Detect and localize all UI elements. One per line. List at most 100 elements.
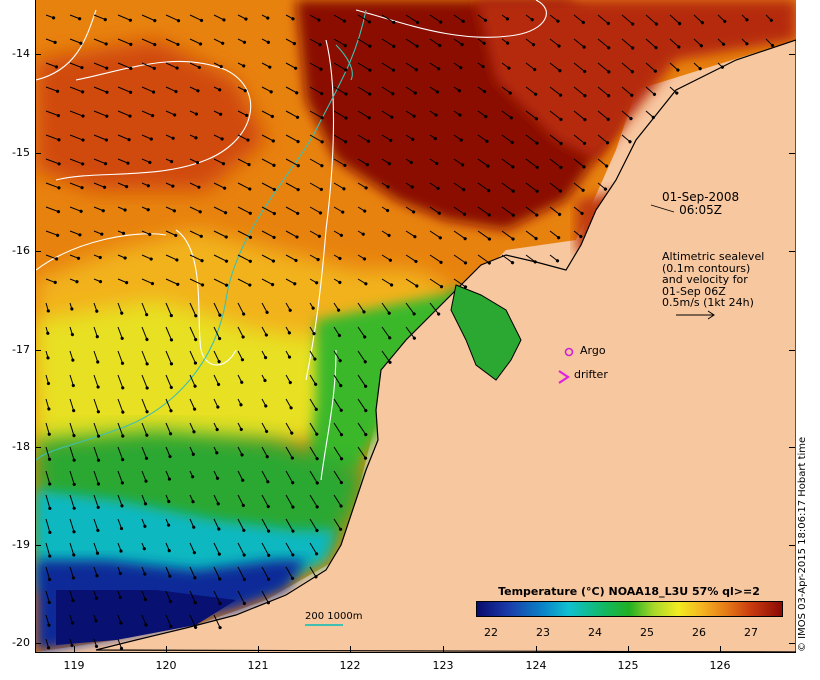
argo-label: Argo — [580, 344, 606, 357]
velocity-arrow — [165, 446, 172, 459]
velocity-arrow — [525, 254, 537, 264]
velocity-arrows — [45, 14, 775, 651]
velocity-arrow — [357, 38, 372, 48]
velocity-arrow — [285, 518, 295, 533]
velocity-arrow — [597, 134, 610, 145]
velocity-arrow — [525, 134, 539, 145]
velocity-arrow — [237, 398, 243, 407]
velocity-arrow — [117, 590, 122, 599]
velocity-arrow — [189, 278, 205, 287]
velocity-arrow — [45, 494, 52, 510]
velocity-arrow — [141, 614, 148, 627]
velocity-arrow — [309, 446, 319, 461]
velocity-arrow — [501, 38, 510, 45]
velocity-arrow — [333, 302, 341, 312]
velocity-arrow — [189, 158, 200, 165]
velocity-arrow — [501, 86, 512, 95]
velocity-arrow — [165, 542, 171, 553]
velocity-arrow — [93, 278, 103, 284]
velocity-arrow — [381, 326, 392, 340]
velocity-arrow — [309, 182, 323, 192]
velocity-arrow — [189, 62, 201, 70]
velocity-arrow — [165, 14, 181, 23]
king-sound-coast — [450, 284, 522, 381]
velocity-arrow — [165, 278, 180, 286]
velocity-arrow — [141, 542, 146, 551]
velocity-arrow — [213, 182, 227, 190]
velocity-arrow — [237, 62, 246, 68]
velocity-arrow — [333, 182, 346, 191]
velocity-arrow — [45, 446, 52, 461]
velocity-arrow — [165, 302, 173, 318]
velocity-arrow — [141, 134, 153, 141]
velocity-arrow — [549, 62, 562, 73]
velocity-arrow — [69, 206, 83, 213]
velocity-arrow — [237, 494, 245, 508]
velocity-arrow — [93, 446, 101, 462]
velocity-arrow — [165, 494, 171, 504]
velocity-arrow — [765, 14, 773, 22]
velocity-arrow — [261, 494, 270, 509]
velocity-arrow — [117, 446, 125, 462]
velocity-arrow — [261, 158, 276, 167]
velocity-arrow — [285, 86, 299, 95]
velocity-arrow — [525, 62, 537, 72]
velocity-arrow — [261, 230, 276, 239]
velocity-arrow — [333, 278, 342, 285]
velocity-arrow — [213, 374, 221, 387]
velocity-arrow — [285, 182, 300, 192]
velocity-arrow — [213, 158, 226, 166]
velocity-arrow — [309, 38, 322, 47]
velocity-arrow — [141, 230, 152, 237]
velocity-arrow — [501, 110, 513, 120]
velocity-arrow — [165, 62, 179, 70]
velocity-arrow — [45, 398, 51, 411]
x-tick-label: 123 — [432, 659, 454, 672]
velocity-arrow — [45, 14, 56, 20]
altimetry-line: 0.5m/s (1kt 24h) — [662, 296, 754, 309]
velocity-arrow — [621, 38, 635, 50]
velocity-arrow — [309, 158, 324, 168]
velocity-arrow — [45, 38, 57, 44]
velocity-arrow — [429, 254, 443, 264]
velocity-arrow — [69, 446, 76, 462]
velocity-arrow — [477, 14, 488, 22]
velocity-arrow — [429, 38, 442, 48]
velocity-arrow — [429, 86, 440, 94]
velocity-arrow — [597, 158, 609, 168]
velocity-arrow — [309, 86, 324, 96]
colorbar-tick: 22 — [484, 626, 498, 639]
velocity-arrow — [405, 254, 418, 264]
velocity-arrow — [381, 14, 396, 24]
velocity-arrow — [357, 110, 371, 120]
velocity-arrow — [69, 14, 82, 21]
velocity-arrow — [261, 62, 272, 69]
velocity-arrow — [69, 302, 74, 311]
velocity-arrow — [189, 206, 202, 214]
velocity-arrow — [453, 86, 461, 93]
velocity-arrow — [117, 494, 124, 508]
velocity-arrow — [429, 134, 437, 141]
velocity-arrow — [117, 398, 125, 414]
velocity-arrow — [45, 278, 57, 285]
velocity-arrow — [165, 470, 172, 481]
x-tick-label: 122 — [339, 659, 361, 672]
velocity-arrow — [357, 446, 368, 460]
temperature-colorbar — [476, 601, 783, 617]
velocity-arrow — [645, 14, 659, 26]
velocity-arrow — [357, 62, 372, 72]
velocity-arrow — [237, 350, 245, 362]
velocity-arrow — [525, 38, 536, 47]
velocity-arrow — [501, 254, 515, 265]
velocity-arrow — [333, 110, 348, 120]
velocity-arrow — [381, 62, 396, 72]
velocity-arrow — [573, 230, 583, 239]
velocity-arrow — [261, 14, 270, 20]
velocity-arrow — [309, 206, 323, 215]
velocity-arrow — [213, 518, 221, 531]
velocity-arrow — [117, 62, 133, 71]
velocity-arrow — [381, 254, 393, 262]
velocity-arrow — [549, 110, 563, 122]
velocity-arrow — [621, 110, 633, 121]
drifter-label: drifter — [574, 368, 608, 381]
